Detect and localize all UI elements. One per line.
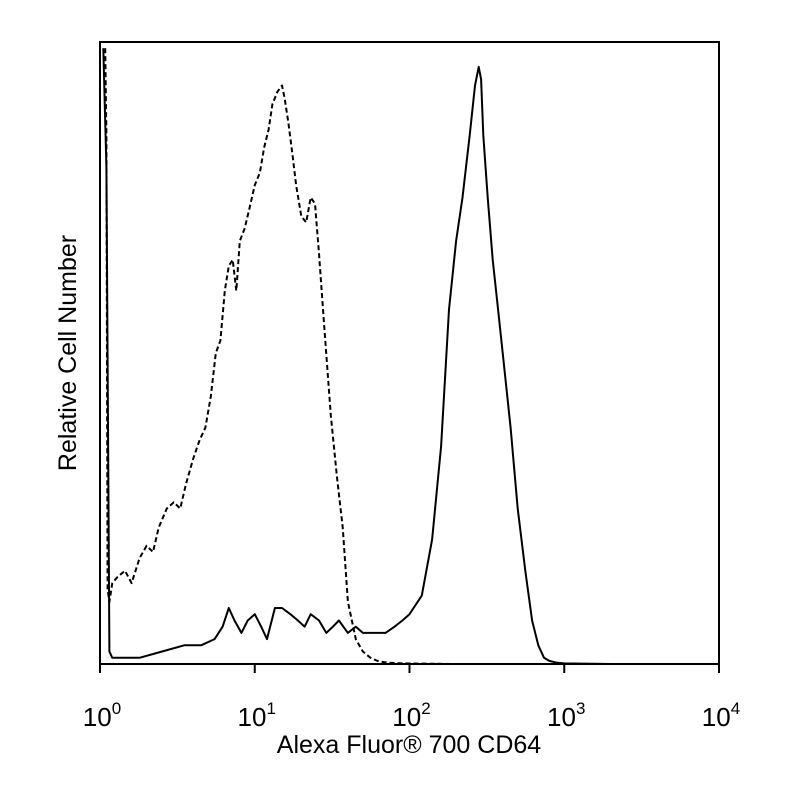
x-axis-label: Alexa Fluor® 700 CD64 (277, 731, 541, 759)
x-tick-label: 100 (83, 699, 121, 732)
series-line-dashed (104, 48, 719, 665)
series-layer (102, 48, 719, 665)
x-tick-label: 102 (392, 699, 430, 732)
series-line-solid (102, 48, 719, 665)
x-tick-label: 104 (702, 699, 740, 732)
plot-frame (99, 41, 720, 665)
x-tick-label: 101 (238, 699, 276, 732)
x-tick-label: 103 (547, 699, 585, 732)
y-axis-label: Relative Cell Number (54, 235, 82, 471)
x-axis-ticks: 100 101 102 103 104 (83, 664, 740, 732)
